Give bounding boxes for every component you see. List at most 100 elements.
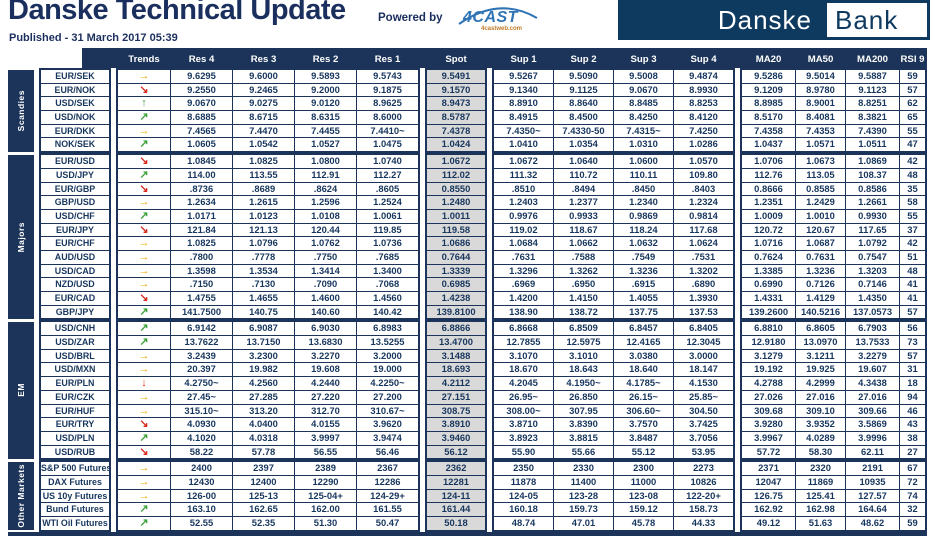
table-row: 7.4358 7.4353 7.4390 55 xyxy=(742,124,925,139)
res2-value: 3.2270 xyxy=(294,349,356,363)
res3-value: 13.7150 xyxy=(232,336,294,349)
res4-value: 52.55 xyxy=(170,517,232,530)
res3-value: 3.2300 xyxy=(232,349,294,363)
table-row: 0.8666 0.8585 0.8586 35 xyxy=(742,182,925,197)
col-header-res4: Res 4 xyxy=(188,54,215,65)
trend-arrow-upright-icon: ↗ xyxy=(139,138,149,151)
spot-value: 12281 xyxy=(427,476,485,490)
sup3-value: .6915 xyxy=(613,278,673,291)
res3-value: 162.65 xyxy=(232,503,294,516)
sup3-value: 9.5008 xyxy=(613,70,673,83)
res2-value: .7750 xyxy=(294,250,356,264)
instrument-column: EUR/USD USD/JPY EUR/GBP GBP/USD USD/CHF EUR/J… xyxy=(39,153,111,321)
instrument-name: USD/PLN xyxy=(41,432,109,446)
support-block: 6.8668 6.8509 6.8457 6.8405 12.7855 12.5975 12… xyxy=(492,320,735,461)
res4-value: 1.3598 xyxy=(170,264,232,278)
ma20-value: 3.9280 xyxy=(754,418,783,430)
ma50-value: 309.10 xyxy=(795,404,845,418)
trend-resistance-block: ↘ 1.0845 1.0825 1.0800 1.0740 ↗ 114.00 113.55 11… xyxy=(116,153,420,321)
spot-value: 161.44 xyxy=(427,503,485,517)
instrument-name: EUR/TRY xyxy=(41,418,109,432)
sup3-value: 137.75 xyxy=(613,305,673,319)
table-row: 3.9967 4.0289 3.9996 38 xyxy=(742,431,925,446)
ma50-value: 1.0010 xyxy=(795,209,845,223)
rsi9-value: 62 xyxy=(899,97,925,111)
res1-value: 112.27 xyxy=(356,168,418,182)
res2-value: 1.0762 xyxy=(294,237,356,250)
table-row: 160.18 159.73 159.12 158.73 xyxy=(494,503,733,517)
spot-value: 1.0686 xyxy=(427,237,485,251)
trend-arrow-downright-icon: ↘ xyxy=(139,418,149,431)
res3-value: 4.0318 xyxy=(232,431,294,445)
instrument-column: S&P 500 Futures DAX Futures US 10y Futures… xyxy=(39,460,111,532)
instrument-name: USD/RUB xyxy=(54,446,96,457)
sup1-value: 119.02 xyxy=(509,223,538,235)
res1-value: 1.0475 xyxy=(356,138,418,152)
ma20-value: 9.5286 xyxy=(754,70,783,81)
table-row: 111.32 110.72 110.11 109.80 xyxy=(494,168,733,183)
ma50-value: 0.8585 xyxy=(795,182,845,196)
ma50-value: 4.2999 xyxy=(795,377,845,390)
ma200-value: 8.8251 xyxy=(845,97,899,111)
rsi9-value: 38 xyxy=(899,431,925,445)
sup3-value: 1.2340 xyxy=(613,196,673,209)
table-row: 138.90 138.72 137.75 137.53 xyxy=(494,305,733,319)
res1-value: 12286 xyxy=(356,475,418,489)
table-row: ↘ .8736.8689.8624.8605 xyxy=(118,182,418,197)
ma200-value: 0.7146 xyxy=(845,278,899,291)
sup2-value: 0.9933 xyxy=(553,209,613,223)
sup1-value: 12.7855 xyxy=(506,336,541,348)
res1-value: 6.8983 xyxy=(356,322,418,336)
ma200-value: 1.0511 xyxy=(845,138,899,152)
section-label-bar: Other Markets xyxy=(8,461,34,531)
table-row: → 1.0825 1.0796 1.0762 1.0736 xyxy=(118,237,418,251)
sup3-value: .8450 xyxy=(613,182,673,196)
res2-value: 12290 xyxy=(294,475,356,489)
table-row: ↘ 58.22 57.78 56.55 56.46 xyxy=(118,445,418,459)
res2-value: 3.9997 xyxy=(294,431,356,445)
ma50-value: 140.5216 xyxy=(795,305,845,319)
trend-arrow-upright-icon: ↗ xyxy=(139,168,149,181)
table-row: 12.9180 13.0970 13.7533 73 xyxy=(742,336,925,350)
sup1-value: .6969 xyxy=(511,278,536,290)
res1-value: 4.2250~ xyxy=(356,377,418,390)
rsi9-value: 94 xyxy=(899,390,925,404)
res3-value: .7130 xyxy=(232,278,294,291)
table-row: 9.5286 9.5014 9.5887 59 xyxy=(742,70,925,84)
trend-arrow-right-icon: → xyxy=(138,264,150,277)
table-row: 0.7624 0.7631 0.7547 51 xyxy=(742,250,925,265)
res2-value: 120.44 xyxy=(294,223,356,237)
ma50-value: 113.05 xyxy=(795,168,845,182)
instrument-name: USD/MXN xyxy=(41,363,109,378)
res4-value: 114.00 xyxy=(170,168,232,182)
instrument-name: NZD/USD xyxy=(41,278,109,292)
trend-arrow-right-icon: → xyxy=(138,462,150,475)
instrument-column: USD/CNH USD/ZAR USD/BRL USD/MXN EUR/PLN EUR/C… xyxy=(39,320,111,461)
table-row: ↗ 114.00 113.55 112.91 112.27 xyxy=(118,168,418,183)
res3-value: 9.0275 xyxy=(232,97,294,111)
res4-value: 6.9142 xyxy=(170,322,232,336)
page-title: Danske Technical Update xyxy=(8,0,346,26)
res2-value: 312.70 xyxy=(294,404,356,418)
ma20-value: 2371 xyxy=(758,462,779,474)
table-row: ↗ 1.0171 1.0123 1.0108 1.0061 xyxy=(118,209,418,224)
res2-value: 13.6830 xyxy=(294,336,356,349)
sup1-value: 1.3296 xyxy=(509,264,538,276)
ma50-value: 51.63 xyxy=(795,517,845,530)
res2-value: 8.6315 xyxy=(294,111,356,124)
table-row: 7.4350~ 7.4330-50 7.4315~ 7.4250 xyxy=(494,124,733,139)
instrument-name: EUR/USD xyxy=(41,155,109,169)
res2-value: .8624 xyxy=(294,182,356,196)
res4-value: 9.0670 xyxy=(170,97,232,111)
rsi9-value: 51 xyxy=(899,250,925,264)
table-row: ↘ 1.4755 1.4655 1.4600 1.4560 xyxy=(118,292,418,306)
res3-value: 7.4470 xyxy=(232,124,294,138)
sup1-value: 1.0672 xyxy=(509,155,538,167)
table-body: Scandies EUR/SEK EUR/NOK USD/SEK USD/NOK EUR/… xyxy=(8,68,927,532)
res2-value: .7090 xyxy=(294,278,356,291)
table-row: 3.1279 3.1211 3.2279 57 xyxy=(742,349,925,364)
sup4-value: 1.0624 xyxy=(673,237,733,250)
ma200-value: 1.4350 xyxy=(845,292,899,305)
sup1-value: 55.90 xyxy=(511,445,536,457)
res1-value: 310.67~ xyxy=(356,404,418,418)
